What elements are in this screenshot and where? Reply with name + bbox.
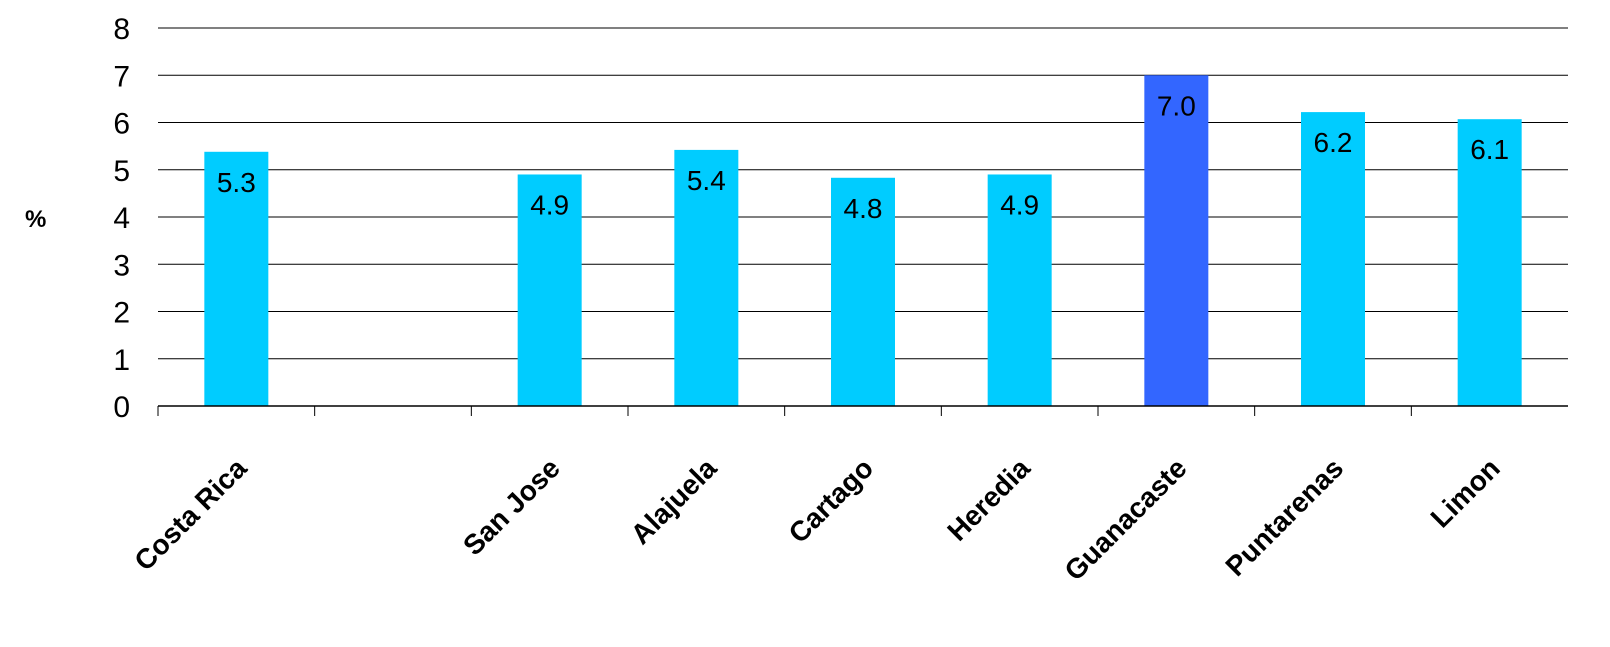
y-tick-label: 1: [113, 344, 130, 377]
data-label: 4.9: [1000, 189, 1039, 220]
data-label: 6.2: [1314, 127, 1353, 158]
x-category-label: Heredia: [941, 452, 1036, 547]
x-category-label: Guanacaste: [1058, 452, 1192, 586]
y-axis-title: %: [25, 206, 46, 233]
data-label: 6.1: [1470, 134, 1509, 165]
data-label: 5.4: [687, 165, 726, 196]
y-tick-label: 3: [113, 249, 130, 282]
x-category-label: Alajuela: [625, 452, 723, 550]
bar: [674, 149, 739, 406]
bar: [517, 174, 582, 406]
x-category-label: Puntarenas: [1219, 452, 1349, 582]
axes: [157, 405, 1568, 416]
data-label: 7.0: [1157, 90, 1196, 121]
y-tick-label: 7: [113, 60, 130, 93]
x-category-label: Costa Rica: [128, 452, 253, 577]
data-label: 4.8: [844, 193, 883, 224]
bars: [204, 75, 1522, 406]
bar: [1144, 75, 1209, 406]
y-tick-label: 5: [113, 155, 130, 188]
data-label: 5.3: [217, 167, 256, 198]
y-tick-label: 4: [113, 202, 130, 235]
y-tick-label: 8: [113, 13, 130, 46]
x-category-label: Limon: [1425, 452, 1506, 533]
bar: [987, 174, 1052, 406]
y-tick-label: 0: [113, 391, 130, 424]
labels: 0 1 2 3 4 5 6 7 8 5.3 Costa Rica 4.9 San Jose 5.4 Alaj…: [113, 13, 1509, 586]
bar: [1301, 112, 1365, 406]
y-tick-label: 6: [113, 108, 130, 141]
bar: [204, 151, 269, 406]
bar: [831, 177, 895, 406]
data-label: 4.9: [530, 189, 569, 220]
x-category-label: Cartago: [783, 452, 880, 549]
bar: [1457, 119, 1522, 406]
x-category-label: San Jose: [457, 452, 566, 561]
y-tick-label: 2: [113, 297, 130, 330]
